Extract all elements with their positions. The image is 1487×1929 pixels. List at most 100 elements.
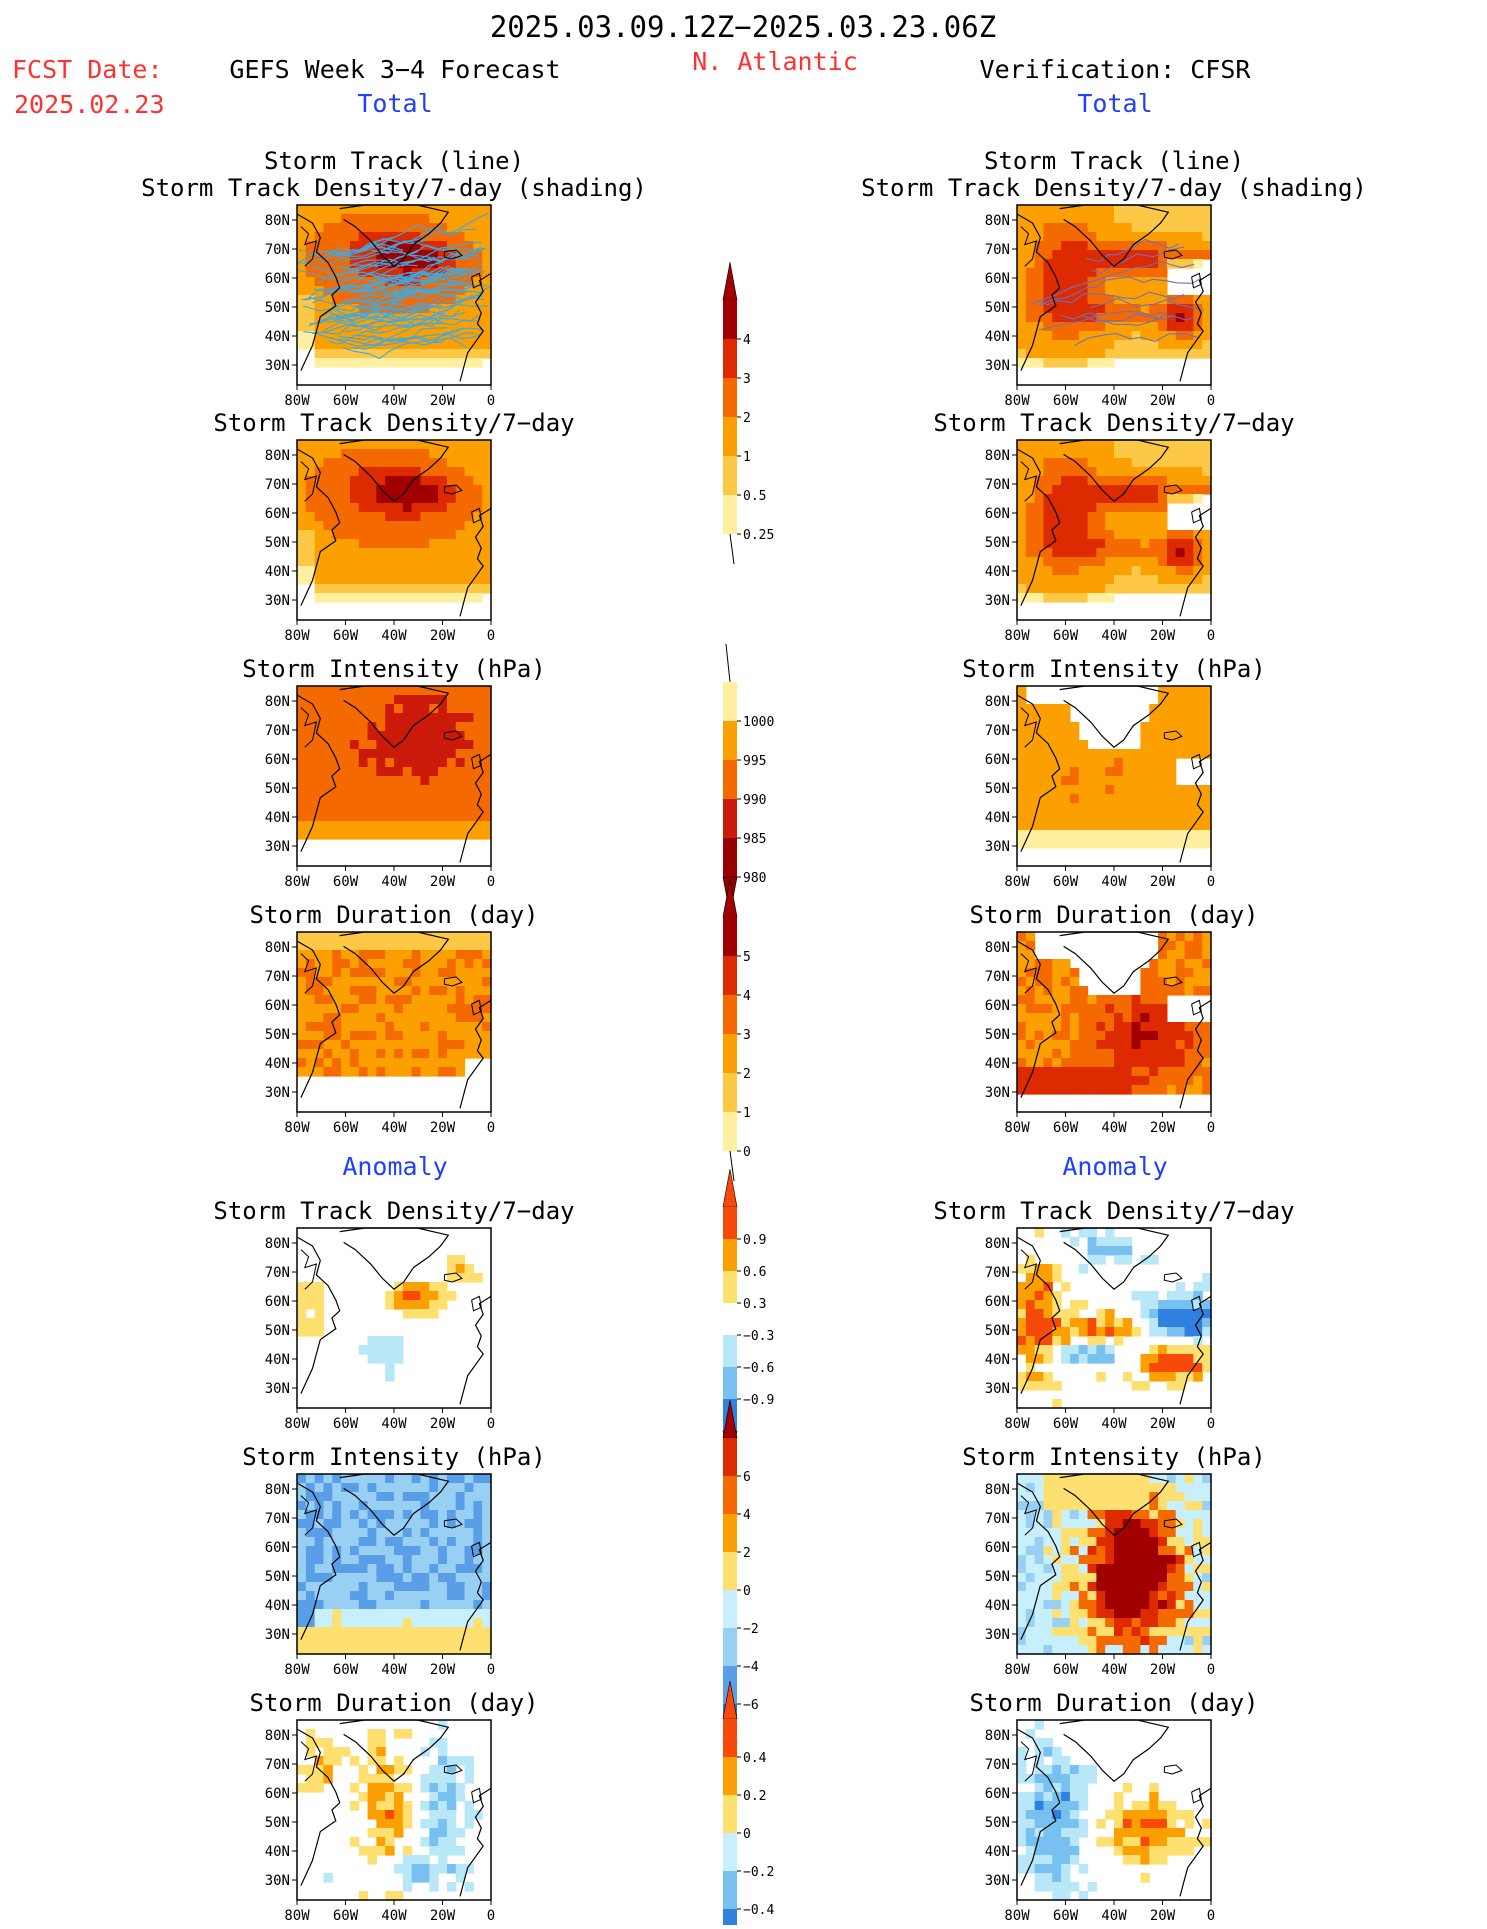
heatmap-cell (1176, 1564, 1185, 1574)
heatmap-cell (482, 1591, 491, 1601)
heatmap-cell (1132, 1031, 1141, 1041)
heatmap-cell (359, 830, 368, 840)
heatmap-cell (376, 1336, 385, 1346)
heatmap-cell (1061, 1492, 1070, 1502)
heatmap-cell (438, 1058, 447, 1068)
heatmap-cell (1158, 1627, 1167, 1637)
heatmap-cell (438, 1022, 447, 1032)
heatmap-cell (368, 1738, 377, 1748)
heatmap-cell (1088, 268, 1097, 278)
heatmap-cell (482, 340, 491, 350)
heatmap-cell (1026, 1636, 1035, 1646)
heatmap-cell (1193, 449, 1202, 459)
heatmap-cell (1017, 803, 1026, 813)
heatmap-cell (1088, 1645, 1097, 1655)
heatmap-cell (465, 530, 474, 540)
heatmap-cell (1061, 839, 1070, 849)
heatmap-cell (1017, 713, 1026, 723)
heatmap-cell (1158, 1085, 1167, 1095)
heatmap-cell (368, 1049, 377, 1059)
heatmap-cell (473, 214, 482, 224)
heatmap-cell (447, 1013, 456, 1023)
heatmap-cell (456, 1609, 465, 1619)
heatmap-cell (315, 1067, 324, 1077)
lon-tick-label: 80W (284, 393, 310, 409)
heatmap-cell (420, 1873, 429, 1883)
heatmap-cell (1096, 1237, 1105, 1247)
heatmap-cell (1149, 995, 1158, 1005)
heatmap-cell (1105, 1474, 1114, 1484)
heatmap-cell (1052, 803, 1061, 813)
heatmap-cell (394, 1600, 403, 1610)
heatmap-cell (1105, 812, 1114, 822)
heatmap-cell (1088, 758, 1097, 768)
heatmap-cell (1167, 1076, 1176, 1086)
heatmap-cell (1167, 1537, 1176, 1547)
heatmap-cell (447, 794, 456, 804)
heatmap-cell (447, 1819, 456, 1829)
heatmap-cell (403, 584, 412, 594)
heatmap-cell (385, 1372, 394, 1382)
heatmap-cell (447, 1483, 456, 1493)
heatmap-cell (482, 485, 491, 495)
heatmap-cell (385, 512, 394, 522)
heatmap-cell (1176, 1076, 1185, 1086)
heatmap-cell (376, 566, 385, 576)
heatmap-cell (297, 1040, 306, 1050)
heatmap-cell (1017, 1345, 1026, 1355)
heatmap-cell (341, 494, 350, 504)
heatmap-cell (368, 986, 377, 996)
heatmap-cell (1167, 1483, 1176, 1493)
heatmap-cell (385, 686, 394, 696)
heatmap-cell (394, 686, 403, 696)
heatmap-cell (368, 575, 377, 585)
heatmap-cell (1158, 758, 1167, 768)
heatmap-cell (1176, 467, 1185, 477)
heatmap-cell (1176, 1040, 1185, 1050)
heatmap-cell (1176, 349, 1185, 359)
heatmap-cell (1105, 1510, 1114, 1520)
lat-tick-label: 60N (265, 998, 290, 1014)
heatmap-cell (376, 1049, 385, 1059)
heatmap-cell (332, 941, 341, 951)
heatmap-cell (482, 566, 491, 576)
heatmap-cell (473, 740, 482, 750)
heatmap-cell (1149, 1022, 1158, 1032)
heatmap-cell (394, 449, 403, 459)
heatmap-cell (1079, 268, 1088, 278)
heatmap-cell (297, 1058, 306, 1068)
heatmap-cell (1123, 277, 1132, 287)
heatmap-cell (1026, 1318, 1035, 1328)
heatmap-cell (1185, 1318, 1194, 1328)
heatmap-cell (1070, 1501, 1079, 1511)
heatmap-cell (412, 1627, 421, 1637)
colorbar-swatch (723, 1073, 737, 1112)
heatmap-cell (323, 713, 332, 723)
heatmap-cell (412, 812, 421, 822)
heatmap-cell (1088, 1627, 1097, 1637)
heatmap-cell (1088, 1004, 1097, 1014)
heatmap-cell (1061, 959, 1070, 969)
heatmap-cell (297, 539, 306, 549)
heatmap-cell (447, 1031, 456, 1041)
heatmap-cell (394, 785, 403, 795)
heatmap-cell (1017, 686, 1026, 696)
heatmap-cell (438, 584, 447, 594)
heatmap-cell (1149, 812, 1158, 822)
heatmap-cell (306, 803, 315, 813)
heatmap-cell (1026, 322, 1035, 332)
heatmap-cell (1149, 1573, 1158, 1583)
heatmap-cell (1185, 821, 1194, 831)
heatmap-cell (394, 731, 403, 741)
heatmap-cell (1185, 950, 1194, 960)
heatmap-cell (385, 1582, 394, 1592)
heatmap-cell (403, 1501, 412, 1511)
heatmap-cell (482, 740, 491, 750)
lon-tick-label: 0 (1207, 393, 1215, 409)
heatmap-cell (394, 749, 403, 759)
heatmap-cell (1193, 214, 1202, 224)
heatmap-cell (297, 803, 306, 813)
heatmap-cell (456, 476, 465, 486)
heatmap-cell (473, 1636, 482, 1646)
heatmap-cell (297, 530, 306, 540)
